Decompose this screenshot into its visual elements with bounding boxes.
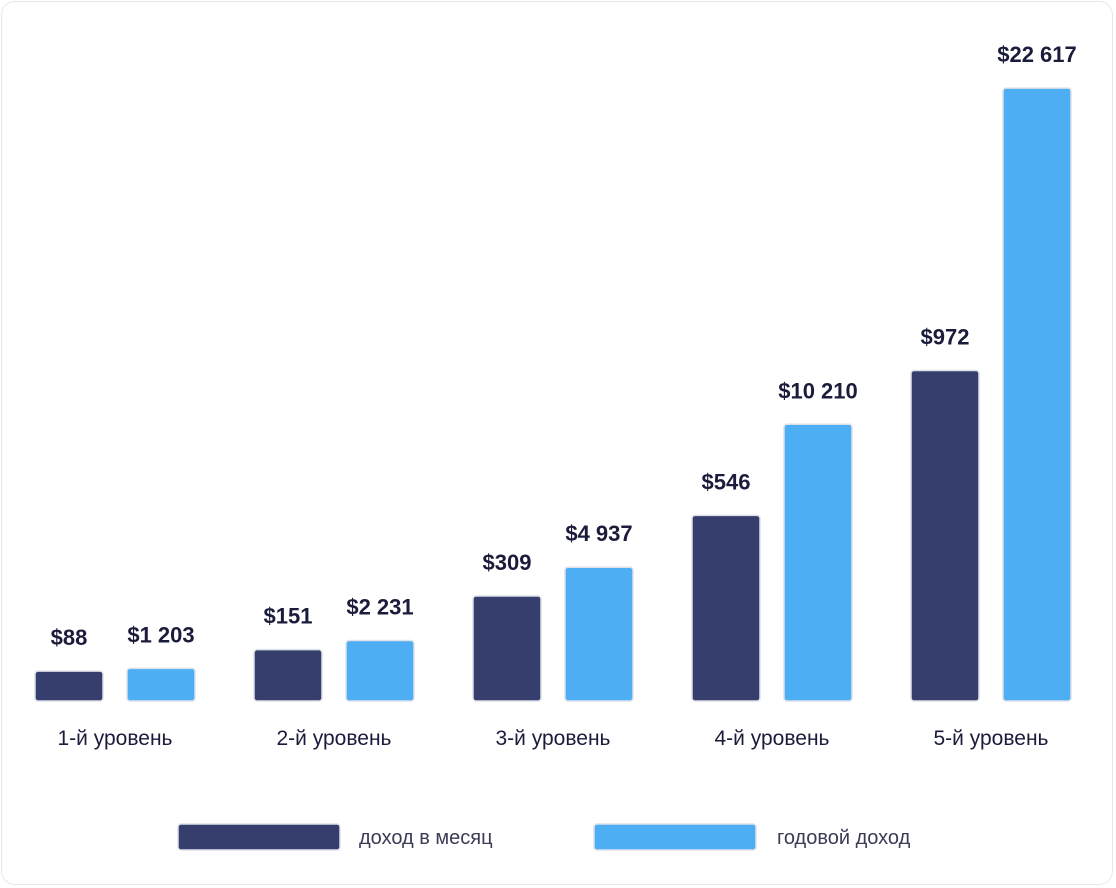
value-label-annual-4: $10 210 xyxy=(778,378,858,403)
bar-annual-4 xyxy=(783,423,853,702)
value-label-monthly-5: $972 xyxy=(921,325,970,350)
category-label-1: 1-й уровень xyxy=(58,727,173,750)
value-label-annual-1: $1 203 xyxy=(127,622,194,647)
value-label-monthly-2: $151 xyxy=(264,604,313,629)
bar-monthly-1 xyxy=(34,670,104,702)
category-label-4: 4-й уровень xyxy=(715,727,830,750)
category-label-2: 2-й уровень xyxy=(277,727,392,750)
legend: доход в месяц годовой доход xyxy=(177,823,911,851)
bar-monthly-2 xyxy=(253,648,323,702)
bar-monthly-4 xyxy=(691,514,761,702)
legend-swatch-monthly xyxy=(177,823,341,851)
value-label-monthly-1: $88 xyxy=(51,625,88,650)
category-label-3: 3-й уровень xyxy=(496,727,611,750)
value-label-annual-2: $2 231 xyxy=(346,595,413,620)
bars-layer xyxy=(34,87,1072,702)
value-label-annual-5: $22 617 xyxy=(997,42,1077,67)
value-label-annual-3: $4 937 xyxy=(565,521,632,546)
value-label-monthly-4: $546 xyxy=(702,469,751,494)
category-label-5: 5-й уровень xyxy=(934,727,1049,750)
bar-monthly-5 xyxy=(910,369,980,702)
value-label-monthly-3: $309 xyxy=(483,550,532,575)
bar-annual-2 xyxy=(345,639,415,702)
bar-monthly-3 xyxy=(472,595,542,702)
legend-swatch-annual xyxy=(593,823,757,851)
bar-annual-5 xyxy=(1002,87,1072,702)
legend-label-annual: годовой доход xyxy=(777,827,911,849)
bar-annual-3 xyxy=(564,566,634,702)
value-labels-layer: $88 $151 $309 $546 $972 $1 203 $2 231 $4 937 $10… xyxy=(51,42,1077,650)
category-labels-layer: 1-й уровень 2-й уровень 3-й уровень 4-й уро… xyxy=(58,727,1049,750)
legend-label-monthly: доход в месяц xyxy=(359,827,493,849)
bar-annual-1 xyxy=(126,667,196,702)
